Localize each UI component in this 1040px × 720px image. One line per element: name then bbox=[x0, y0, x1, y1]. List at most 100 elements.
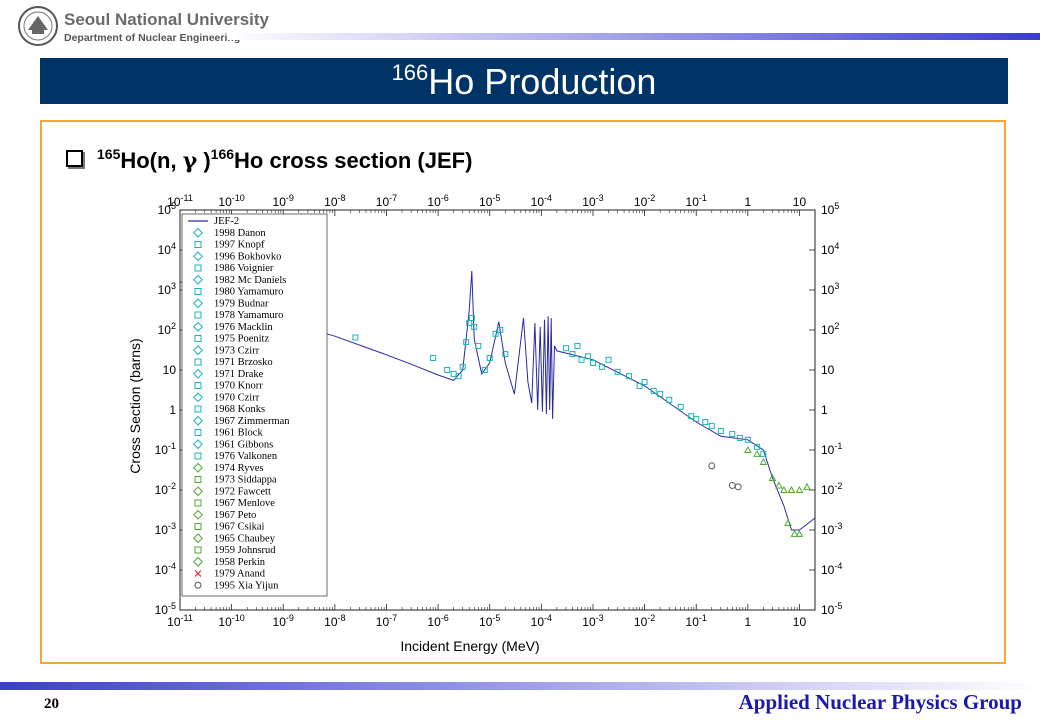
data-point bbox=[666, 396, 673, 403]
y-tick-label-right: 10-5 bbox=[821, 601, 842, 617]
y-axis-label: Cross Section (barns) bbox=[127, 338, 143, 473]
data-point bbox=[562, 345, 569, 352]
legend-entry: 1997 Knopf bbox=[214, 240, 265, 251]
x-tick-label-bottom: 10-7 bbox=[376, 613, 397, 629]
data-point bbox=[471, 323, 478, 330]
legend-marker bbox=[193, 556, 203, 567]
university-seal-logo bbox=[18, 6, 58, 46]
legend-entry: 1967 Csikai bbox=[214, 522, 265, 533]
legend-marker bbox=[194, 523, 202, 530]
legend-entry: 1979 Budnar bbox=[214, 298, 269, 309]
legend-circle-marker bbox=[194, 581, 202, 589]
legend-entry: 1973 Czirr bbox=[214, 345, 260, 356]
data-point-xia-yijun bbox=[728, 481, 736, 489]
data-point-high-energy bbox=[790, 529, 799, 537]
legend-entry: JEF-2 bbox=[214, 216, 239, 227]
data-point bbox=[729, 431, 736, 438]
legend-marker bbox=[193, 415, 203, 426]
legend-entry: 1971 Brzosko bbox=[214, 357, 273, 368]
legend-entry: 1976 Valkonen bbox=[214, 451, 278, 462]
data-point bbox=[641, 379, 648, 386]
legend-marker bbox=[194, 335, 202, 342]
legend-marker bbox=[193, 251, 203, 262]
data-point-high-energy bbox=[795, 529, 804, 537]
legend-marker bbox=[193, 486, 203, 497]
data-point-high-energy bbox=[768, 473, 777, 481]
y-tick-label-right: 10 bbox=[821, 363, 835, 377]
x-tick-label-top: 10 bbox=[793, 195, 807, 209]
data-point-high-energy bbox=[787, 485, 796, 493]
group-name: Applied Nuclear Physics Group bbox=[738, 690, 1022, 714]
legend-box bbox=[181, 213, 328, 597]
legend-marker bbox=[193, 345, 203, 356]
header-gradient-bar bbox=[228, 33, 1040, 40]
data-point-high-energy bbox=[753, 449, 761, 457]
data-point bbox=[584, 353, 591, 360]
x-tick-label-bottom: 1 bbox=[744, 615, 751, 629]
y-tick-label-right: 10-3 bbox=[821, 521, 842, 537]
y-tick-label-right: 103 bbox=[821, 281, 839, 297]
x-tick-label-bottom: 10-1 bbox=[686, 613, 707, 629]
legend-entry: 1976 Macklin bbox=[214, 322, 273, 333]
data-point bbox=[708, 422, 715, 429]
legend-entry: 1961 Gibbons bbox=[214, 439, 273, 450]
legend-entry: 1973 Siddappa bbox=[214, 475, 277, 486]
data-point bbox=[486, 354, 493, 361]
legend-entry: 1972 Fawcett bbox=[214, 486, 271, 497]
y-tick-label-left: 104 bbox=[158, 241, 176, 257]
content-box bbox=[40, 120, 1006, 664]
x-tick-label-top: 10-1 bbox=[686, 193, 707, 209]
department-name: Department of Nuclear Engineering bbox=[64, 32, 241, 44]
data-point bbox=[614, 368, 621, 375]
data-point bbox=[468, 314, 475, 321]
data-point-high-energy bbox=[780, 485, 788, 493]
bullet-text-part2: ) bbox=[197, 148, 211, 173]
data-point bbox=[650, 387, 657, 394]
data-point bbox=[626, 373, 633, 380]
x-tick-label-top: 10-10 bbox=[218, 193, 244, 209]
data-point-xia-yijun bbox=[708, 462, 716, 470]
y-tick-label-right: 10-4 bbox=[821, 561, 842, 577]
legend-marker bbox=[193, 368, 203, 379]
y-tick-label-left: 10 bbox=[163, 363, 177, 377]
data-point bbox=[717, 427, 724, 434]
legend-marker bbox=[194, 358, 202, 366]
data-point bbox=[569, 351, 576, 358]
university-name: Seoul National University bbox=[64, 10, 269, 29]
data-point-high-energy bbox=[775, 481, 783, 489]
jef2-curve bbox=[179, 270, 816, 531]
measurement-layer bbox=[352, 314, 811, 537]
data-point bbox=[736, 434, 743, 441]
y-tick-label-left: 10-2 bbox=[155, 481, 176, 497]
data-point bbox=[502, 351, 509, 358]
data-point bbox=[475, 342, 482, 349]
data-point bbox=[599, 363, 606, 370]
x-axis-label: Incident Energy (MeV) bbox=[400, 638, 539, 654]
legend-marker bbox=[194, 499, 202, 507]
data-point bbox=[578, 356, 585, 363]
legend-marker bbox=[193, 321, 203, 332]
legend-entry: 1967 Peto bbox=[214, 510, 256, 521]
title-text: Ho Production bbox=[428, 61, 657, 102]
y-tick-label-right: 104 bbox=[821, 241, 839, 257]
x-tick-label-bottom: 10 bbox=[793, 615, 807, 629]
legend-entry: 1967 Menlove bbox=[214, 498, 275, 509]
legend-marker bbox=[194, 429, 202, 436]
page-number: 20 bbox=[44, 696, 59, 712]
bullet-gamma: γ bbox=[182, 148, 198, 174]
x-tick-label-bottom: 10-2 bbox=[634, 613, 655, 629]
legend-entry: 1986 Voignier bbox=[214, 263, 274, 274]
x-tick-label-top: 10-2 bbox=[634, 193, 655, 209]
y-tick-label-right: 102 bbox=[821, 321, 839, 337]
data-point-high-energy bbox=[784, 518, 792, 526]
x-tick-label-bottom: 10-6 bbox=[427, 613, 448, 629]
bullet-heading: 165Ho(n, γ )166Ho cross section (JEF) bbox=[66, 147, 472, 174]
legend-marker bbox=[194, 546, 202, 554]
legend-marker bbox=[193, 462, 203, 473]
data-point bbox=[605, 356, 612, 363]
data-point bbox=[463, 339, 470, 346]
data-point bbox=[677, 403, 684, 410]
y-tick-label-left: 10-3 bbox=[155, 521, 176, 537]
x-tick-label-bottom: 10-10 bbox=[218, 613, 244, 629]
data-point bbox=[693, 415, 700, 422]
